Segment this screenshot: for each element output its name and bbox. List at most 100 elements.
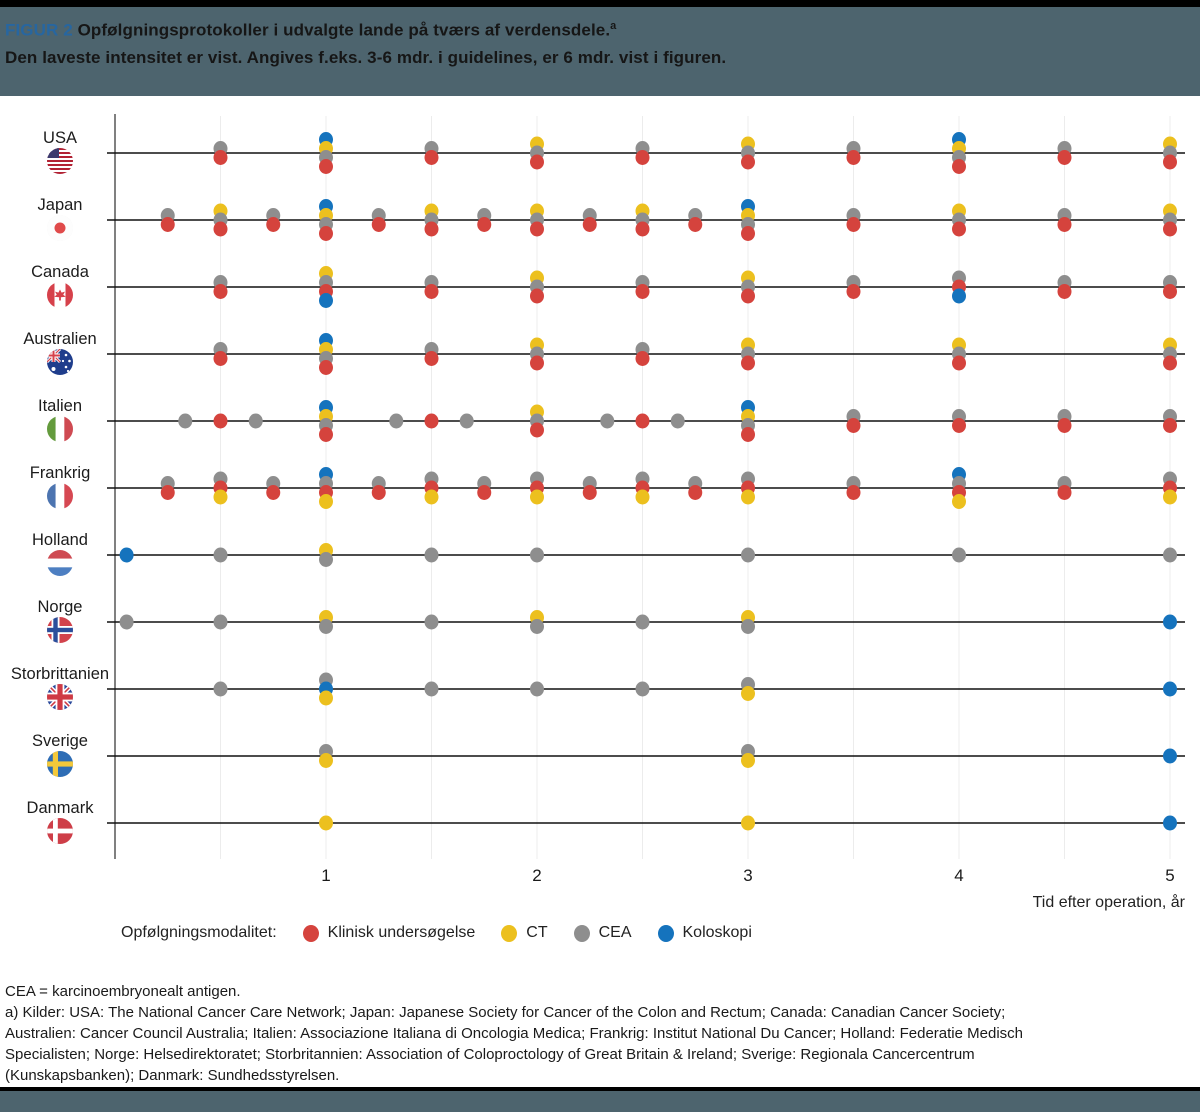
data-point-cea (459, 413, 474, 429)
data-point-klinisk (952, 159, 966, 174)
figure-subtitle: Den laveste intensitet er vist. Angives … (5, 47, 727, 67)
footnote-line: (Kunskapsbanken); Danmark: Sundhedsstyre… (5, 1067, 340, 1084)
x-tick-label: 4 (954, 866, 963, 885)
canada-flag-icon (47, 282, 73, 308)
ct-dot-icon (501, 924, 518, 942)
data-point-ct (635, 489, 650, 505)
figure-title: FIGUR 2 Opfølgningsprotokoller i udvalgt… (5, 20, 1190, 41)
data-point-klinisk (213, 284, 228, 299)
data-point-klinisk (1057, 217, 1072, 232)
data-point-klinisk (846, 217, 861, 232)
data-point-koloskopi (1163, 748, 1177, 764)
netherlands-flag-icon (47, 550, 73, 576)
data-point-klinisk (1163, 284, 1177, 299)
legend-item-label: CT (526, 924, 548, 941)
bottom-bar (0, 1091, 1200, 1112)
country-label: Sverige (32, 732, 88, 750)
data-point-klinisk (1163, 221, 1177, 237)
footnote-line: CEA = karcinoembryonealt antigen. (5, 983, 241, 1000)
data-point-klinisk (741, 288, 755, 304)
data-point-cea (213, 547, 228, 563)
data-point-ct (530, 489, 544, 505)
footnote-line: Australien: Cancer Council Australia; It… (5, 1025, 1024, 1042)
data-point-klinisk (319, 226, 333, 241)
data-point-cea (1163, 547, 1177, 563)
data-point-ct (741, 686, 755, 701)
x-tick-label: 3 (743, 866, 752, 885)
data-point-cea (424, 614, 439, 630)
data-point-klinisk (530, 355, 544, 371)
data-point-klinisk (635, 413, 650, 429)
data-point-klinisk (371, 485, 386, 500)
legend-item-label: CEA (598, 924, 632, 941)
data-point-cea (319, 552, 333, 567)
data-point-klinisk (1057, 150, 1072, 165)
data-point-klinisk (213, 221, 228, 237)
data-point-ct (319, 753, 333, 768)
data-point-klinisk (741, 226, 755, 241)
data-point-klinisk (635, 351, 650, 366)
data-point-koloskopi (952, 288, 966, 304)
data-point-cea (635, 681, 650, 697)
data-point-klinisk (1057, 485, 1072, 500)
data-point-ct (213, 489, 228, 505)
legend-item-label: Klinisk undersøgelse (327, 924, 476, 941)
legend-item-label: Koloskopi (682, 924, 752, 941)
data-point-ct (319, 690, 333, 706)
data-point-ct (741, 815, 755, 831)
data-point-koloskopi (319, 293, 333, 308)
data-point-klinisk (477, 485, 492, 500)
japan-flag-icon (47, 215, 73, 241)
data-point-koloskopi (1163, 681, 1177, 697)
legend-item-cea: CEA (573, 924, 632, 942)
data-point-klinisk (160, 485, 175, 500)
data-point-klinisk (846, 284, 861, 299)
country-label: Holland (32, 531, 88, 549)
data-point-klinisk (477, 217, 492, 232)
data-point-cea (178, 413, 193, 429)
country-label: Italien (38, 397, 82, 415)
bottom-divider-line (0, 1087, 1200, 1091)
data-point-klinisk (846, 150, 861, 165)
data-point-cea (119, 614, 134, 630)
data-point-klinisk (1057, 284, 1072, 299)
footnote-line: Specialisten; Norge: Helsedirektoratet; … (5, 1046, 975, 1063)
country-label: Australien (23, 330, 96, 348)
data-point-klinisk (846, 485, 861, 500)
data-point-klinisk (266, 485, 281, 500)
x-axis-label: Tid efter operation, år (1032, 894, 1185, 911)
data-point-klinisk (424, 284, 439, 299)
koloskopi-dot-icon (657, 924, 674, 942)
data-point-klinisk (1057, 418, 1072, 433)
footnote-line: a) Kilder: USA: The National Cancer Care… (5, 1004, 1006, 1021)
figure-title-text: Opfølgningsprotokoller i udvalgte lande … (77, 20, 611, 40)
data-point-klinisk (213, 413, 228, 429)
legend: Opfølgningsmodalitet: Klinisk undersøgel… (121, 923, 752, 943)
data-point-klinisk (741, 355, 755, 371)
denmark-flag-icon (47, 818, 73, 844)
france-flag-icon (47, 483, 73, 509)
data-point-klinisk (530, 422, 544, 438)
data-point-klinisk (952, 221, 966, 237)
legend-item-koloskopi: Koloskopi (657, 924, 752, 942)
usa-flag-icon (47, 148, 73, 174)
figure-header: FIGUR 2 Opfølgningsprotokoller i udvalgt… (0, 7, 1200, 96)
country-label: USA (43, 129, 77, 147)
data-point-klinisk (1163, 418, 1177, 433)
country-label: Norge (38, 598, 83, 616)
data-point-klinisk (424, 150, 439, 165)
data-point-cea (600, 413, 615, 429)
data-point-klinisk (213, 150, 228, 165)
data-point-klinisk (160, 217, 175, 232)
data-point-klinisk (952, 418, 966, 433)
data-point-klinisk (635, 221, 650, 237)
sweden-flag-icon (47, 751, 73, 777)
data-point-cea (424, 681, 439, 697)
data-point-cea (952, 547, 966, 563)
australia-flag-icon (47, 349, 73, 375)
legend-item-ct: CT (501, 924, 548, 942)
x-tick-label: 5 (1165, 866, 1174, 885)
figure-number: FIGUR 2 (5, 20, 73, 40)
data-point-klinisk (319, 427, 333, 442)
legend-item-klinisk: Klinisk undersøgelse (302, 924, 476, 942)
